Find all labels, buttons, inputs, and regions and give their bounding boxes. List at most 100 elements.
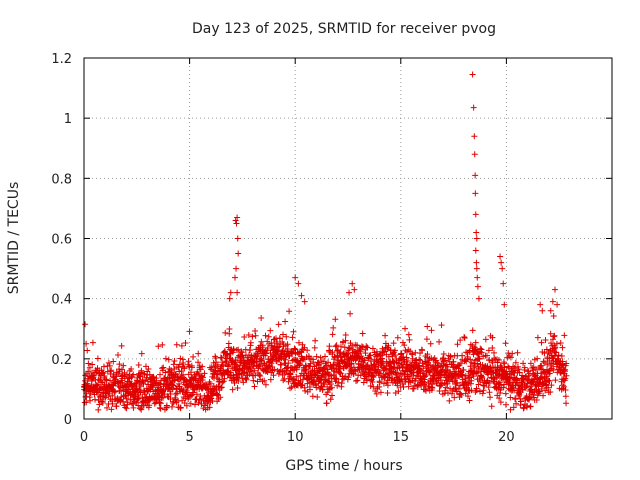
y-tick-label: 0 (64, 413, 72, 428)
data-point (199, 363, 206, 370)
data-point (534, 334, 541, 341)
data-point (124, 399, 131, 406)
data-point (390, 358, 397, 365)
data-point (411, 382, 418, 389)
data-point (157, 400, 164, 407)
data-point (322, 353, 329, 360)
data-point (102, 376, 109, 383)
data-point (560, 383, 567, 390)
data-point (291, 345, 298, 352)
data-point (267, 376, 274, 383)
data-point (562, 393, 569, 400)
data-point (285, 360, 292, 367)
data-point (468, 387, 475, 394)
data-point (190, 353, 197, 360)
data-point (268, 342, 275, 349)
data-point (238, 348, 245, 355)
data-point (346, 289, 353, 296)
data-point (280, 331, 287, 338)
data-point (174, 390, 181, 397)
data-point (333, 376, 340, 383)
data-point (345, 344, 352, 351)
data-point (379, 360, 386, 367)
data-point (298, 292, 305, 299)
data-point (310, 359, 317, 366)
data-point (109, 400, 116, 407)
data-point (533, 366, 540, 373)
data-point (488, 403, 495, 410)
data-point (519, 372, 526, 379)
data-point (289, 334, 296, 341)
data-point (552, 377, 559, 384)
data-point (332, 316, 339, 323)
data-point (470, 104, 477, 111)
data-point (519, 387, 526, 394)
data-point (464, 393, 471, 400)
data-point (467, 363, 474, 370)
data-point (313, 384, 320, 391)
data-point (474, 360, 481, 367)
data-point (550, 333, 557, 340)
data-point (160, 364, 167, 371)
data-point (290, 328, 297, 335)
data-point (235, 346, 242, 353)
data-point (292, 274, 299, 281)
data-point (311, 376, 318, 383)
data-point (458, 391, 465, 398)
data-point (416, 366, 423, 373)
data-point (512, 359, 519, 366)
data-point (270, 372, 277, 379)
data-point (429, 385, 436, 392)
data-point (369, 379, 376, 386)
data-point (181, 365, 188, 372)
data-point (487, 394, 494, 401)
data-point (168, 367, 175, 374)
data-point (538, 339, 545, 346)
data-point (403, 354, 410, 361)
data-point (188, 364, 195, 371)
x-tick-label: 0 (80, 430, 88, 445)
data-point (469, 71, 476, 78)
data-point (496, 395, 503, 402)
data-point (307, 386, 314, 393)
data-point (521, 364, 528, 371)
x-tick-label: 15 (393, 430, 410, 445)
data-point (497, 253, 504, 260)
data-point (261, 377, 268, 384)
data-point (510, 404, 517, 411)
data-point (227, 289, 234, 296)
data-point (342, 337, 349, 344)
data-point (511, 364, 518, 371)
data-point (95, 406, 102, 413)
data-point (269, 356, 276, 363)
data-point (195, 350, 202, 357)
data-point (461, 375, 468, 382)
data-point (175, 364, 182, 371)
data-point (537, 363, 544, 370)
data-point (243, 376, 250, 383)
data-point (436, 388, 443, 395)
data-point (509, 382, 516, 389)
data-point (361, 357, 368, 364)
data-point (311, 344, 318, 351)
data-point (471, 133, 478, 140)
data-point (213, 392, 220, 399)
data-point (333, 342, 340, 349)
data-point (177, 404, 184, 411)
data-point (555, 352, 562, 359)
data-point (85, 368, 92, 375)
data-point (468, 377, 475, 384)
data-point (515, 366, 522, 373)
data-point (183, 388, 190, 395)
data-point (500, 280, 507, 287)
data-point (491, 349, 498, 356)
data-point (120, 362, 127, 369)
data-point (454, 379, 461, 386)
data-point (217, 394, 224, 401)
data-point (541, 350, 548, 357)
data-point (461, 334, 468, 341)
data-point (516, 391, 523, 398)
data-point (538, 362, 545, 369)
data-point (376, 379, 383, 386)
data-point (341, 344, 348, 351)
